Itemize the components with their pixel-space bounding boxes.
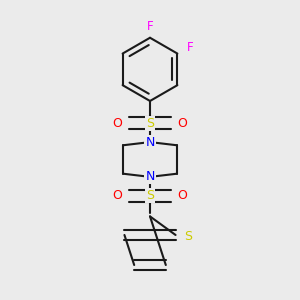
Text: O: O	[112, 189, 122, 202]
Text: F: F	[187, 41, 193, 54]
Text: S: S	[146, 189, 154, 202]
Text: O: O	[178, 189, 188, 202]
Text: O: O	[178, 117, 188, 130]
Text: S: S	[184, 230, 192, 243]
Text: N: N	[145, 136, 155, 148]
Text: S: S	[146, 117, 154, 130]
Text: F: F	[147, 20, 153, 33]
Text: N: N	[145, 170, 155, 183]
Text: O: O	[112, 117, 122, 130]
